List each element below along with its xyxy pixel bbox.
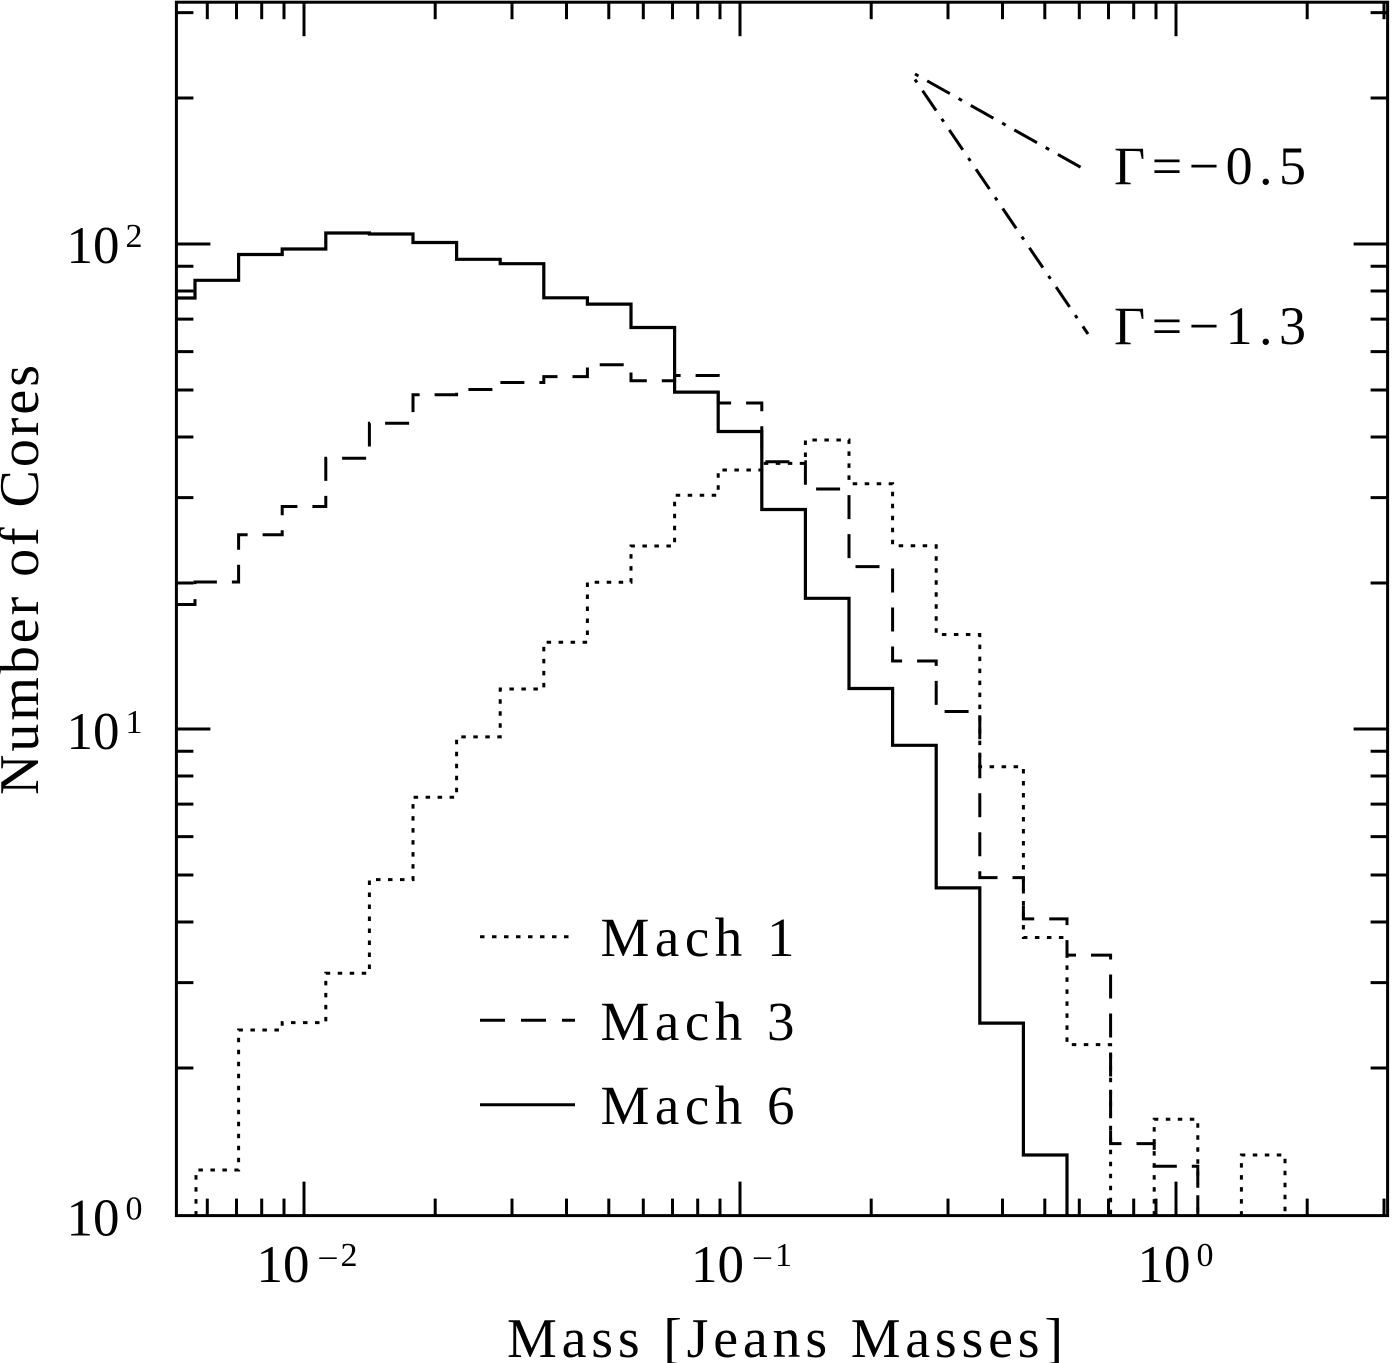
svg-text:10–2: 10 –2 [257, 1236, 362, 1294]
svg-text:Mass [Jeans Masses]: Mass [Jeans Masses] [507, 1308, 1063, 1363]
svg-text:100: 10 0 [67, 1190, 147, 1248]
svg-text:100: 10 0 [1138, 1236, 1218, 1294]
svg-text:Number of Cores: Number of Cores [0, 365, 51, 795]
